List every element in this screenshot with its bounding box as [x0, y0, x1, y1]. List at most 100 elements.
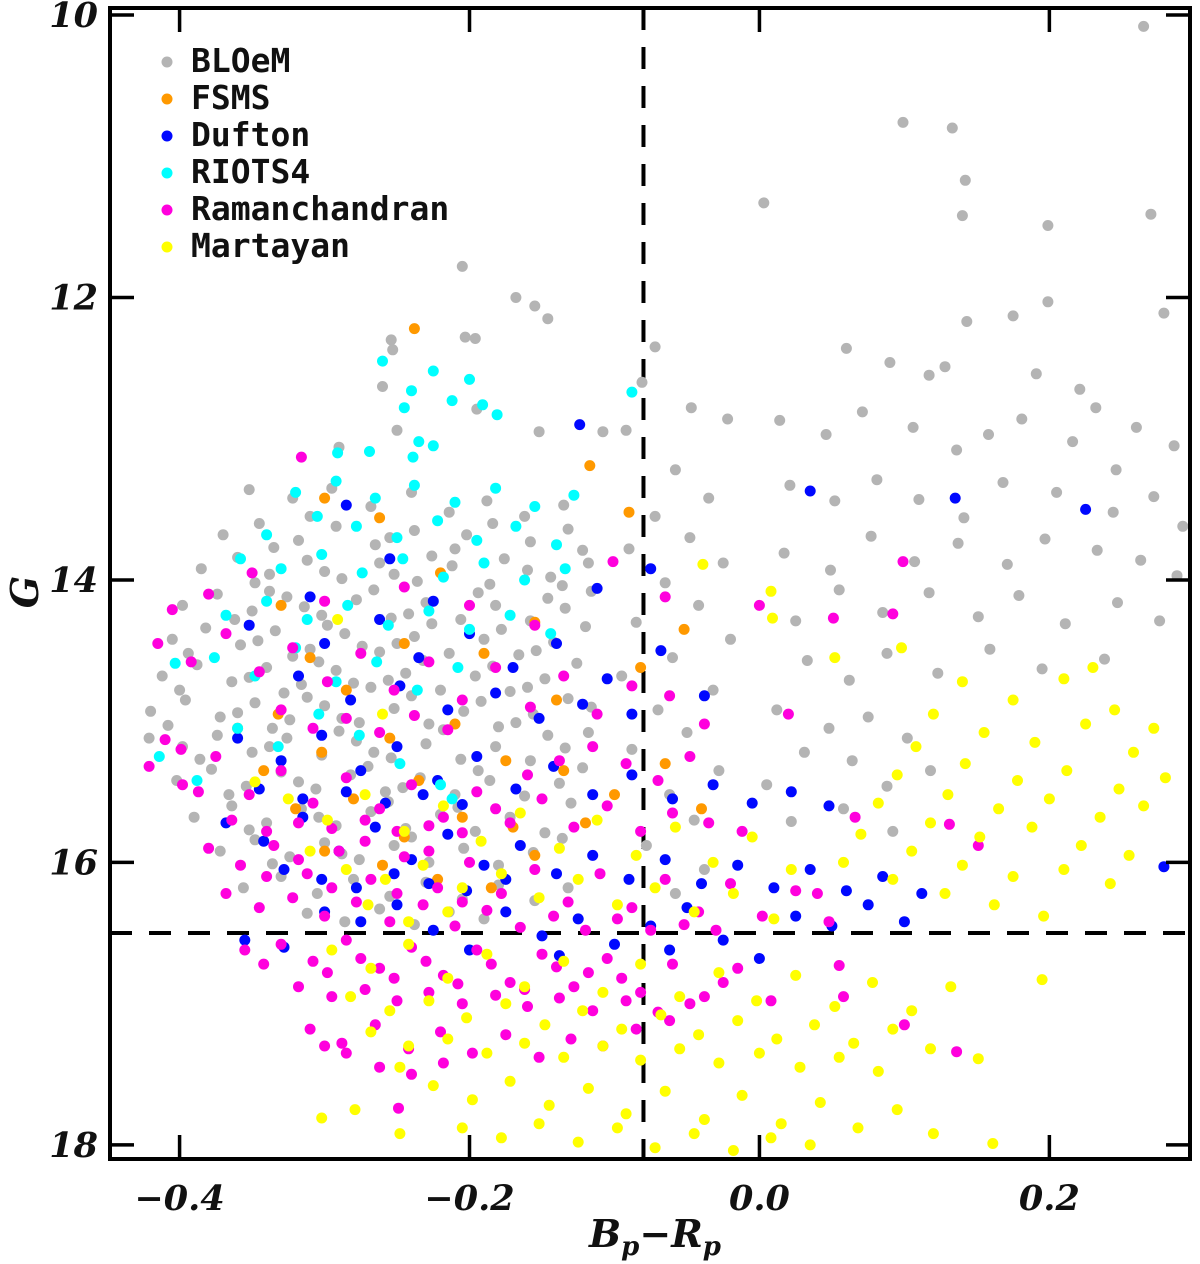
data-point: [226, 800, 238, 812]
data-point: [143, 732, 155, 744]
data-point: [355, 765, 367, 777]
data-point: [304, 845, 316, 857]
data-point: [959, 758, 971, 770]
data-point: [365, 1026, 377, 1038]
data-point: [239, 934, 251, 946]
data-point: [349, 1104, 361, 1116]
data-point: [827, 612, 839, 624]
data-point: [432, 882, 444, 894]
data-point: [355, 647, 367, 659]
data-point: [562, 896, 574, 908]
data-point: [829, 495, 841, 507]
data-point: [855, 828, 867, 840]
data-point: [923, 587, 935, 599]
data-point: [355, 953, 367, 964]
data-point: [513, 649, 525, 661]
data-point: [295, 679, 307, 690]
data-point: [304, 652, 316, 664]
data-point: [833, 584, 845, 596]
data-point: [510, 783, 522, 795]
data-point: [316, 609, 328, 621]
data-point: [464, 373, 475, 385]
data-point: [582, 1082, 594, 1094]
data-point: [275, 563, 287, 575]
data-point: [403, 916, 415, 928]
data-point: [669, 821, 681, 833]
data-point: [504, 1075, 516, 1087]
data-point: [423, 656, 435, 668]
data-point: [993, 803, 1005, 815]
data-point: [384, 553, 396, 565]
data-point: [562, 523, 574, 535]
data-point: [443, 506, 455, 518]
data-point: [359, 814, 371, 826]
data-point: [408, 479, 420, 491]
data-point: [348, 873, 359, 885]
data-point: [958, 512, 970, 524]
legend: BLOeMFSMSDuftonRIOTS4RamanchandranMartay…: [161, 41, 449, 265]
data-point: [974, 831, 986, 843]
data-point: [1013, 590, 1025, 601]
data-point: [388, 868, 400, 880]
data-point: [649, 510, 661, 522]
data-point: [848, 1037, 860, 1049]
data-point: [717, 557, 729, 569]
data-point: [211, 588, 223, 600]
data-point: [435, 1026, 446, 1038]
data-point: [951, 444, 963, 456]
data-point: [472, 587, 484, 599]
data-point: [688, 814, 700, 826]
data-point: [956, 859, 968, 871]
data-point: [456, 1122, 468, 1134]
data-point: [490, 741, 502, 753]
data-point: [382, 674, 394, 686]
data-point: [398, 402, 410, 414]
data-point: [456, 896, 468, 908]
data-point: [519, 510, 531, 522]
data-point: [669, 888, 681, 899]
data-point: [330, 676, 342, 688]
data-point: [239, 944, 251, 956]
data-point: [427, 365, 439, 377]
data-point: [1030, 368, 1042, 380]
data-point: [481, 1047, 493, 1059]
data-point: [577, 544, 589, 556]
data-point: [369, 539, 381, 551]
series-RIOTS4: [153, 355, 638, 805]
data-point: [693, 1029, 705, 1041]
data-point: [478, 557, 490, 569]
data-point: [1007, 694, 1019, 706]
data-point: [510, 292, 522, 303]
data-point: [1001, 558, 1013, 570]
data-point: [856, 406, 868, 418]
data-point: [785, 786, 797, 798]
data-point: [630, 1023, 642, 1035]
data-point: [1104, 878, 1116, 890]
data-point: [514, 840, 526, 851]
data-point: [1029, 736, 1041, 748]
data-point: [456, 260, 468, 272]
data-point: [456, 694, 468, 706]
data-point: [264, 568, 275, 580]
data-point: [249, 697, 261, 709]
data-point: [820, 429, 832, 440]
data-point: [345, 694, 357, 706]
data-point: [545, 571, 557, 583]
data-point: [411, 575, 423, 587]
data-point: [533, 712, 545, 724]
data-point: [417, 859, 429, 871]
data-point: [200, 622, 212, 634]
y-tick-label: 12: [49, 278, 98, 319]
data-point: [529, 864, 541, 875]
data-point: [1128, 746, 1139, 758]
data-point: [1007, 871, 1019, 882]
data-point: [339, 916, 351, 928]
data-point: [495, 888, 507, 899]
data-point: [620, 1108, 632, 1120]
data-point: [580, 924, 591, 936]
data-point: [601, 673, 613, 685]
x-tick-label: −0.4: [134, 1178, 224, 1219]
data-point: [449, 496, 461, 508]
data-point: [340, 499, 352, 511]
data-point: [182, 647, 194, 659]
